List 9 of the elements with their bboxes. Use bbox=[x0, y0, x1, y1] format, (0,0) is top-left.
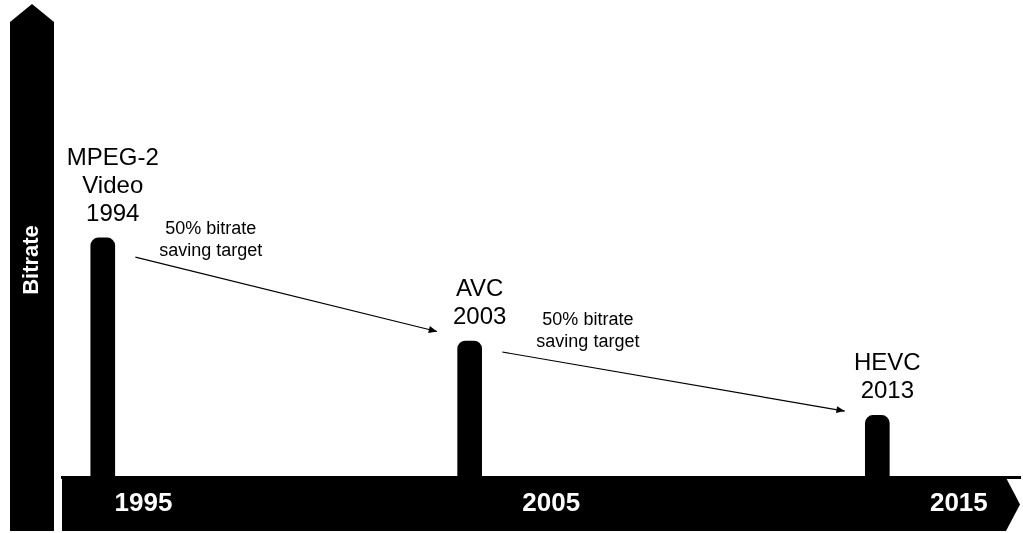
x-tick-label: 2005 bbox=[522, 486, 581, 517]
annotation: 50% bitrate saving target bbox=[159, 217, 263, 260]
annotation: AVC 2003 bbox=[452, 273, 507, 329]
x-tick-label: 2015 bbox=[929, 486, 988, 517]
annotation: 50% bitrate saving target bbox=[536, 308, 640, 351]
y-axis-title: Bitrate bbox=[18, 225, 44, 295]
annotation: MPEG-2 Video 1994 bbox=[66, 142, 159, 226]
annotation: HEVC 2013 bbox=[853, 348, 921, 404]
x-tick-label: 1995 bbox=[114, 486, 173, 517]
